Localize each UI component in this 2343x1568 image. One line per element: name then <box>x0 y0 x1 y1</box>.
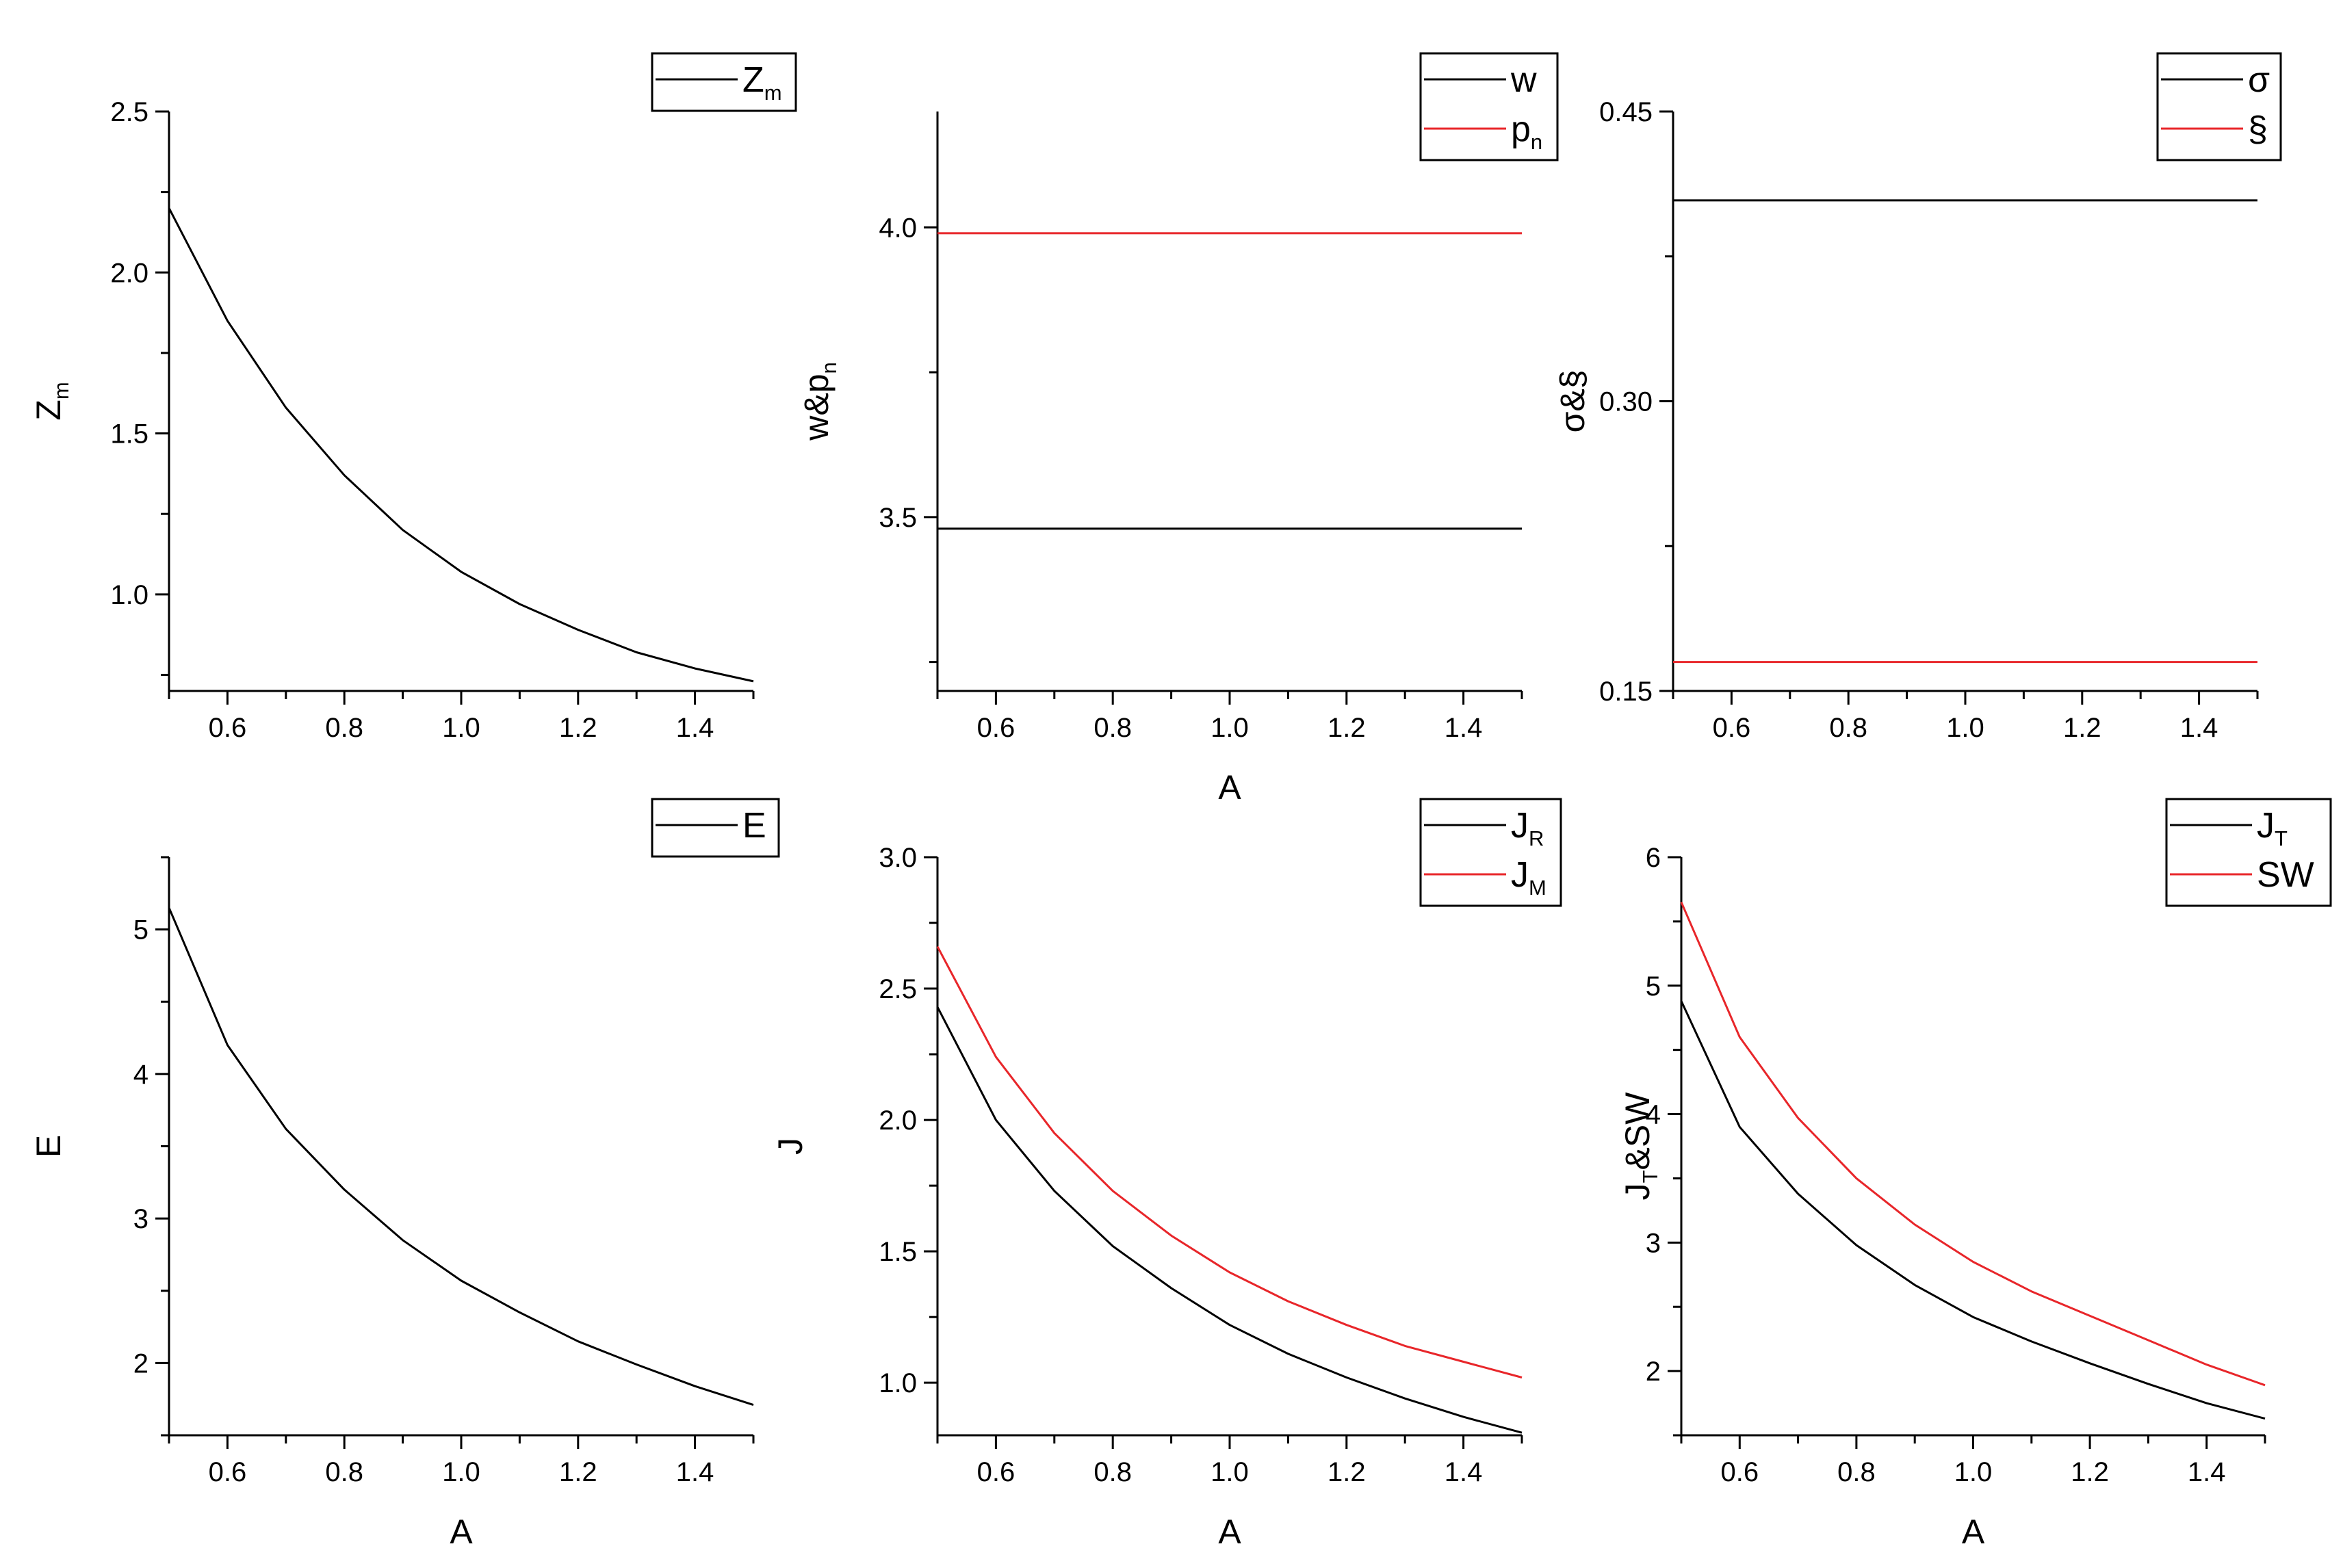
x-tick-label: 1.2 <box>2071 1457 2109 1487</box>
x-tick-label: 0.6 <box>209 1457 247 1487</box>
legend: σ§ <box>2156 52 2282 161</box>
series-line-1 <box>168 907 754 1407</box>
x-tick-label: 0.8 <box>1829 713 1867 743</box>
x-tick-label: 0.6 <box>977 1457 1015 1487</box>
y-tick-label: 5 <box>1646 971 1661 1002</box>
y-tick-label: 1.5 <box>879 1237 917 1267</box>
legend-box <box>2165 798 2332 907</box>
x-tick-label: 1.4 <box>2180 713 2218 743</box>
x-tick-label: 1.2 <box>2063 713 2101 743</box>
chart-panel-top-right: 0.6 0.8 1.0 1.2 1.40.150.300.45σ&§σ§ <box>1553 52 2282 743</box>
y-axis-label: w&pn <box>797 362 841 441</box>
x-tick-label: 0.6 <box>1720 1457 1759 1487</box>
chart-panel-top-left: 0.6 0.8 1.0 1.2 1.4 1.0 1.5 2.0 2.5 Zm Zm <box>29 52 797 743</box>
x-tick-label: 1.0 <box>442 713 480 743</box>
x-tick-label: 1.2 <box>1328 713 1366 743</box>
x-tick-label: 0.8 <box>1093 713 1132 743</box>
x-axis-label: A <box>1962 1513 1985 1551</box>
x-axis-label: A <box>1218 768 1241 807</box>
y-axis-label: J <box>771 1138 810 1155</box>
x-tick-label: 1.0 <box>1954 1457 1993 1487</box>
legend: w pn <box>1419 52 1559 161</box>
x-tick-label: 1.4 <box>1445 1457 1483 1487</box>
legend-entry: JT <box>2257 806 2288 850</box>
y-tick-label: 1.0 <box>110 580 148 610</box>
y-tick-label: 2 <box>1646 1357 1661 1387</box>
legend-entry: σ <box>2248 60 2270 100</box>
x-tick-label: 1.2 <box>1328 1457 1366 1487</box>
chart-panel-bottom-right: 0.6 0.8 1.0 1.2 1.4 2 3 4 5 6 JT&SW A JT SW <box>1618 798 2332 1551</box>
legend-entry: Zm <box>742 60 782 105</box>
legend-entry: w <box>1510 60 1537 100</box>
y-tick-label: 0.45 <box>1599 97 1653 127</box>
legend-box <box>2156 52 2282 161</box>
y-tick-label: 0.15 <box>1599 677 1653 707</box>
y-tick-label: 5 <box>133 915 148 945</box>
legend: Zm <box>651 52 797 112</box>
x-tick-label: 0.6 <box>209 713 247 743</box>
x-tick-label: 1.0 <box>442 1457 480 1487</box>
series-line-1 <box>1680 1000 2266 1420</box>
legend-entry: E <box>742 806 766 846</box>
x-tick-label: 1.0 <box>1946 713 1984 743</box>
y-axis-label: E <box>29 1135 68 1158</box>
legend-box <box>1419 798 1562 907</box>
legend-box <box>651 798 780 858</box>
legend-box <box>651 52 797 112</box>
y-tick-label: 2.5 <box>879 974 917 1004</box>
x-tick-label: 1.4 <box>676 1457 714 1487</box>
x-tick-label: 1.0 <box>1211 713 1249 743</box>
y-tick-label: 6 <box>1646 843 1661 873</box>
series-line-1 <box>936 1006 1523 1434</box>
x-tick-label: 0.6 <box>1713 713 1751 743</box>
x-tick-label: 0.8 <box>1837 1457 1876 1487</box>
chart-panel-top-middle: 0.6 0.8 1.0 1.2 1.4 3.5 4.0 w&pn Aw pn <box>797 52 1559 807</box>
series-line-2 <box>936 945 1523 1378</box>
y-tick-label: 3.5 <box>879 503 917 533</box>
x-tick-label: 0.6 <box>977 713 1015 743</box>
legend: JT SW <box>2165 798 2332 907</box>
y-tick-label: 2.0 <box>879 1106 917 1136</box>
y-tick-label: 1.0 <box>879 1368 917 1398</box>
y-axis-label: JT&SW <box>1618 1092 1662 1201</box>
y-tick-label: 3 <box>1646 1228 1661 1258</box>
x-axis-label: A <box>450 1513 473 1551</box>
y-tick-label: 3 <box>133 1204 148 1234</box>
legend-box <box>1419 52 1559 161</box>
legend-entry: § <box>2248 109 2268 149</box>
legend-entry: SW <box>2257 855 2314 895</box>
y-tick-label: 1.5 <box>110 419 148 449</box>
x-tick-label: 1.4 <box>676 713 714 743</box>
legend: E <box>651 798 780 858</box>
y-tick-label: 2.0 <box>110 258 148 288</box>
legend: JR JM <box>1419 798 1562 907</box>
y-tick-label: 4 <box>1646 1100 1661 1130</box>
y-tick-label: 2.5 <box>110 97 148 127</box>
series-line-2 <box>1680 902 2266 1387</box>
x-tick-label: 1.4 <box>1445 713 1483 743</box>
y-axis-label: Zm <box>29 382 73 420</box>
y-tick-label: 3.0 <box>879 843 917 873</box>
x-axis-label: A <box>1218 1513 1241 1551</box>
y-tick-label: 0.30 <box>1599 387 1653 417</box>
legend-entry: JR <box>1511 806 1544 850</box>
x-tick-label: 0.8 <box>325 1457 363 1487</box>
y-tick-label: 2 <box>133 1348 148 1378</box>
series-line-1 <box>168 207 754 683</box>
chart-panel-bottom-middle: 0.6 0.8 1.0 1.2 1.4 1.0 1.5 2.0 2.5 3.0 J A JR JM <box>771 798 1562 1551</box>
y-axis-label: σ&§ <box>1553 369 1592 432</box>
x-tick-label: 1.4 <box>2188 1457 2226 1487</box>
y-tick-label: 4 <box>133 1060 148 1090</box>
y-tick-label: 4.0 <box>879 213 917 243</box>
legend-entry: pn <box>1511 109 1542 154</box>
x-tick-label: 1.2 <box>559 713 597 743</box>
x-tick-label: 0.8 <box>1093 1457 1132 1487</box>
chart-panel-bottom-left: 0.6 0.8 1.0 1.2 1.4 2 3 4 5 E A E <box>29 798 780 1551</box>
x-tick-label: 1.0 <box>1211 1457 1249 1487</box>
x-tick-label: 1.2 <box>559 1457 597 1487</box>
x-tick-label: 0.8 <box>325 713 363 743</box>
legend-entry: JM <box>1511 855 1546 900</box>
